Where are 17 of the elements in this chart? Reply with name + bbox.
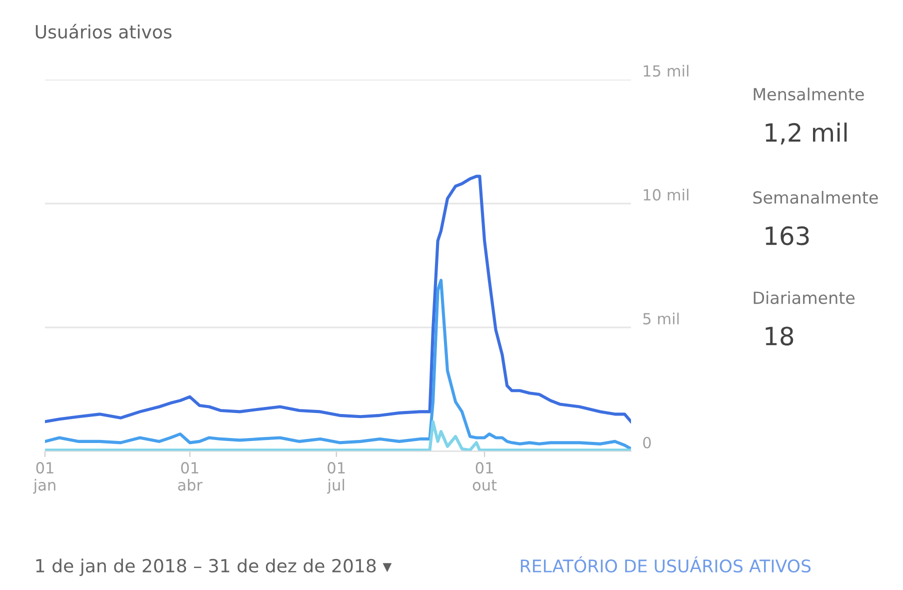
x-tick-label: 01 jan [33, 462, 56, 494]
text: 1 de jan de 2018 – 31 de dez de 2018 ▾ [36, 558, 392, 576]
text: Diariamente [754, 291, 855, 304]
text: Semanalmente [753, 190, 878, 204]
y-tick-label: 5 mil [643, 312, 679, 324]
y-tick-label: 15 mil [644, 64, 688, 77]
text: 163 [766, 226, 809, 246]
text: RELATÓRIO DE USUÁRIOS ATIVOS [520, 556, 811, 573]
text: Mensalmente [754, 88, 864, 101]
x-tick-label: 01 out [472, 462, 497, 491]
x-tick-label: 01 abr [178, 462, 203, 491]
text: 18 [766, 326, 794, 346]
y-tick-label: 10 mil [644, 188, 688, 201]
text: 1,2 mil [766, 122, 847, 145]
y-tick-label: 0 [643, 436, 651, 448]
chart-title: Usuários ativos [36, 24, 172, 39]
x-tick-label: 01 jul [327, 462, 345, 494]
